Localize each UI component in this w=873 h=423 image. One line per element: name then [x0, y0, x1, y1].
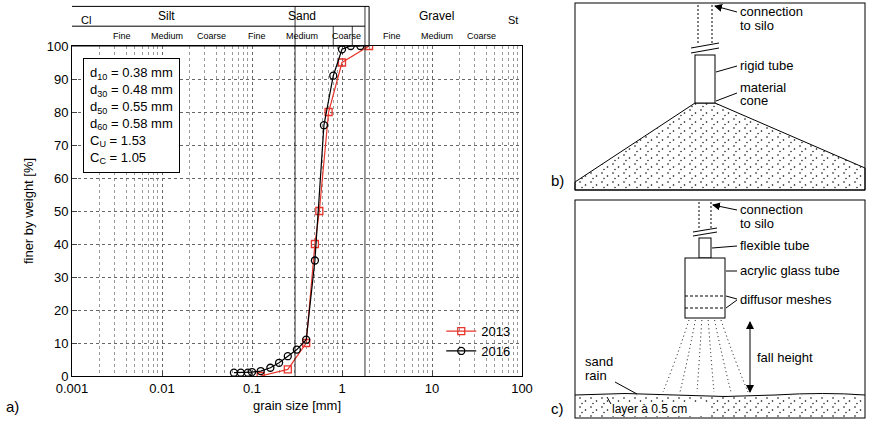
svg-text:rain: rain — [585, 368, 607, 383]
svg-text:acrylic glass tube: acrylic glass tube — [740, 263, 840, 278]
svg-text:20: 20 — [54, 303, 68, 318]
svg-text:to silo: to silo — [740, 216, 774, 231]
svg-text:Silt: Silt — [158, 9, 175, 23]
svg-text:Sand: Sand — [288, 9, 316, 23]
svg-text:fall height: fall height — [757, 350, 813, 365]
svg-text:90: 90 — [54, 72, 68, 87]
svg-text:Medium: Medium — [286, 31, 318, 41]
svg-text:Coarse: Coarse — [197, 31, 226, 41]
svg-text:flexible tube: flexible tube — [740, 238, 809, 253]
svg-text:60: 60 — [54, 171, 68, 186]
svg-text:connection: connection — [740, 4, 803, 19]
svg-text:40: 40 — [54, 237, 68, 252]
svg-text:0.001: 0.001 — [56, 381, 89, 396]
svg-text:Fine: Fine — [383, 31, 401, 41]
svg-text:80: 80 — [54, 105, 68, 120]
svg-text:Cl: Cl — [81, 14, 91, 26]
svg-text:c): c) — [551, 400, 564, 417]
svg-text:70: 70 — [54, 138, 68, 153]
svg-text:Fine: Fine — [248, 31, 266, 41]
svg-text:0: 0 — [61, 369, 68, 384]
svg-text:d​10​ = 0.38 mmd​30​ = 0.48 mm: d​10​ = 0.38 mmd​30​ = 0.48 mmd​50​ = 0.… — [90, 65, 173, 166]
svg-text:Medium: Medium — [151, 31, 183, 41]
svg-text:Medium: Medium — [421, 31, 453, 41]
svg-text:sand: sand — [585, 354, 613, 369]
svg-text:0.1: 0.1 — [243, 381, 261, 396]
svg-text:100: 100 — [511, 381, 533, 396]
svg-text:Coarse: Coarse — [467, 31, 496, 41]
svg-text:2016: 2016 — [481, 344, 510, 359]
svg-text:30: 30 — [54, 270, 68, 285]
svg-text:rigid tube: rigid tube — [740, 58, 793, 73]
svg-text:100: 100 — [47, 39, 69, 54]
svg-text:to silo: to silo — [740, 18, 774, 33]
svg-text:grain size [mm]: grain size [mm] — [253, 398, 341, 413]
svg-text:0.01: 0.01 — [149, 381, 174, 396]
svg-text:1: 1 — [338, 381, 345, 396]
svg-text:Coarse: Coarse — [332, 31, 361, 41]
svg-text:layer à 0.5 cm: layer à 0.5 cm — [612, 402, 687, 416]
svg-text:10: 10 — [54, 336, 68, 351]
svg-text:10: 10 — [425, 381, 439, 396]
svg-text:b): b) — [551, 172, 564, 189]
svg-text:Gravel: Gravel — [419, 9, 454, 23]
html-text:a): a) — [6, 398, 20, 415]
svg-text:cone: cone — [740, 93, 768, 108]
svg-text:2013: 2013 — [481, 324, 510, 339]
svg-text:50: 50 — [54, 204, 68, 219]
svg-text:connection: connection — [740, 202, 803, 217]
svg-text:diffusor meshes: diffusor meshes — [740, 292, 832, 307]
svg-text:finer by weight [%]: finer by weight [%] — [21, 158, 36, 264]
svg-text:Fine: Fine — [113, 31, 131, 41]
svg-text:material: material — [740, 80, 787, 95]
svg-text:St: St — [508, 14, 518, 26]
